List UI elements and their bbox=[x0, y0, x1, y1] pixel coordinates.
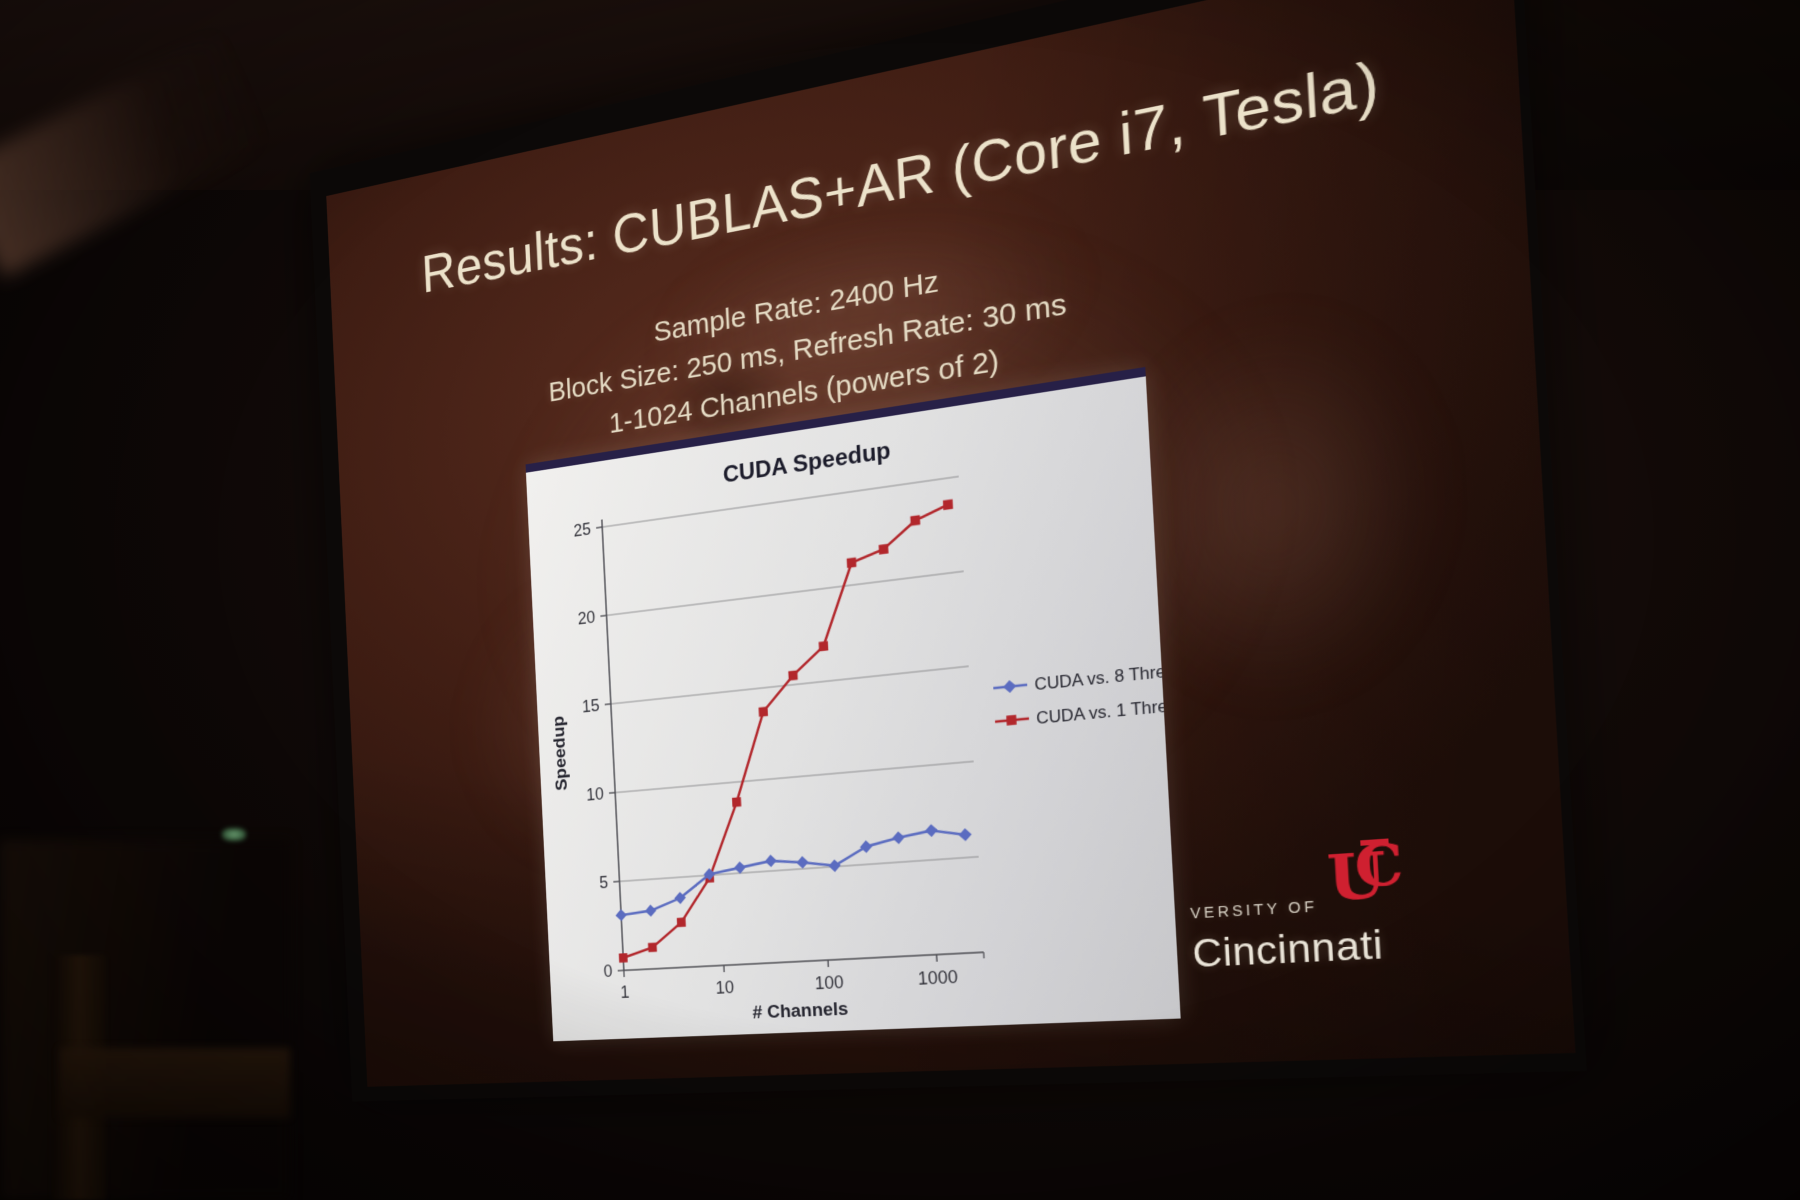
exit-sign-glow bbox=[222, 828, 246, 841]
x-tick-label: 1000 bbox=[917, 967, 958, 989]
legend-marker bbox=[1006, 714, 1017, 726]
data-point bbox=[676, 917, 686, 928]
wood-beam bbox=[60, 1048, 290, 1118]
y-axis bbox=[602, 520, 624, 971]
data-point bbox=[618, 953, 628, 963]
y-gridline bbox=[602, 476, 959, 527]
y-tick-label: 5 bbox=[599, 873, 609, 893]
y-tick-label: 0 bbox=[603, 962, 613, 981]
data-point bbox=[859, 840, 873, 853]
data-point bbox=[644, 904, 657, 917]
legend-marker bbox=[1003, 680, 1017, 694]
data-point bbox=[734, 861, 746, 874]
x-axis-title: # Channels bbox=[752, 998, 849, 1023]
data-point bbox=[846, 557, 857, 569]
legend-label: CUDA vs. 8 Threads bbox=[1034, 660, 1181, 695]
data-point bbox=[764, 854, 777, 868]
x-tick-label: 100 bbox=[814, 972, 844, 993]
university-logo: VERSITY OF U C Cincinnati bbox=[1187, 829, 1545, 977]
series-line-1-thread bbox=[603, 505, 970, 958]
y-tick bbox=[600, 615, 606, 616]
x-tick-label: 1 bbox=[620, 983, 630, 1003]
data-point bbox=[818, 640, 829, 652]
data-point bbox=[731, 797, 742, 808]
data-point bbox=[615, 909, 627, 922]
speedup-chart: 0 5 10 15 20 25 1 10 100 1000 CUDA Speedup # Channe… bbox=[549, 437, 1181, 1023]
room-wall bbox=[0, 840, 290, 1200]
data-point bbox=[796, 856, 809, 869]
uc-monogram-icon: U C bbox=[1325, 830, 1406, 916]
y-axis-title: Speedup bbox=[549, 715, 571, 792]
data-point bbox=[788, 670, 798, 681]
series-line-8-threads bbox=[618, 828, 968, 915]
y-tick-label: 20 bbox=[577, 608, 595, 629]
data-point bbox=[942, 499, 954, 511]
data-point bbox=[878, 543, 889, 555]
y-tick-label: 25 bbox=[573, 519, 591, 540]
y-tick-label: 10 bbox=[586, 784, 604, 804]
y-gridline bbox=[615, 761, 973, 792]
x-tick-label: 10 bbox=[715, 978, 734, 998]
chart-title: CUDA Speedup bbox=[722, 437, 891, 488]
data-point bbox=[828, 859, 841, 872]
data-point bbox=[647, 942, 657, 953]
data-point bbox=[758, 706, 769, 717]
data-point bbox=[958, 828, 972, 842]
data-point bbox=[925, 824, 938, 837]
y-gridline bbox=[607, 571, 964, 615]
chart-panel: 0 5 10 15 20 25 1 10 100 1000 CUDA Speedup # Channe… bbox=[525, 366, 1181, 1042]
projection-screen: Results: CUBLAS+AR (Core i7, Tesla) Samp… bbox=[309, 0, 1587, 1102]
y-tick bbox=[609, 793, 615, 794]
logo-university-of-text: VERSITY OF bbox=[1189, 897, 1318, 922]
y-tick bbox=[605, 704, 611, 705]
data-point bbox=[910, 515, 921, 526]
y-tick bbox=[596, 527, 602, 528]
y-tick-label: 15 bbox=[582, 696, 600, 717]
legend-label: CUDA vs. 1 Thread bbox=[1036, 695, 1181, 728]
data-point bbox=[892, 831, 905, 845]
